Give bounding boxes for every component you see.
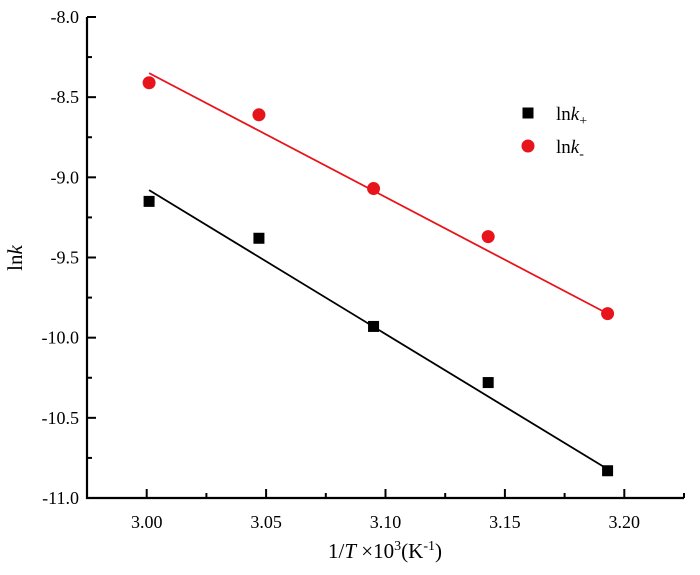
x-tick-label: 3.05 [250, 512, 282, 532]
data-point-k-minus [601, 307, 615, 321]
y-tick-label: -9.0 [51, 167, 80, 187]
y-tick-label: -8.0 [51, 7, 80, 27]
y-tick-label: -10.0 [42, 328, 80, 348]
legend-label: lnk- [556, 137, 584, 162]
legend-label: lnk+ [556, 104, 587, 129]
fit-line-k-minus [148, 72, 609, 315]
y-tick-label: -8.5 [51, 87, 80, 107]
x-tick-label: 3.15 [489, 512, 521, 532]
data-point-k-minus [481, 230, 495, 244]
data-point-k-plus [368, 320, 380, 332]
x-tick-label: 3.20 [609, 512, 641, 532]
data-point-k-plus [602, 465, 614, 477]
fit-lines [148, 72, 609, 470]
x-tick-label: 3.10 [370, 512, 402, 532]
legend-marker-square [522, 107, 534, 119]
data-point-k-plus [143, 195, 155, 207]
y-tick-label: -9.5 [51, 248, 80, 268]
x-tick-label: 3.00 [131, 512, 163, 532]
data-point-k-minus [142, 76, 156, 90]
axes [85, 17, 684, 500]
legend: lnk+ lnk- [521, 104, 587, 162]
legend-marker-circle [521, 139, 535, 153]
y-tick-label: -11.0 [42, 488, 79, 508]
data-point-k-minus [367, 182, 381, 196]
data-point-k-plus [482, 377, 494, 389]
y-tick-label: -10.5 [42, 408, 80, 428]
y-axis-title: lnk [3, 244, 27, 270]
data-point-k-minus [252, 108, 266, 122]
y-axis-ticks: -8.0 -8.5 -9.0 -9.5 -10.0 -10.5 -11.0 [42, 7, 96, 508]
data-points [142, 76, 615, 477]
x-axis-title: 1/T ×103(K-1) [328, 539, 442, 563]
data-point-k-plus [253, 232, 265, 244]
x-axis-ticks: 3.00 3.05 3.10 3.15 3.20 [131, 489, 685, 532]
